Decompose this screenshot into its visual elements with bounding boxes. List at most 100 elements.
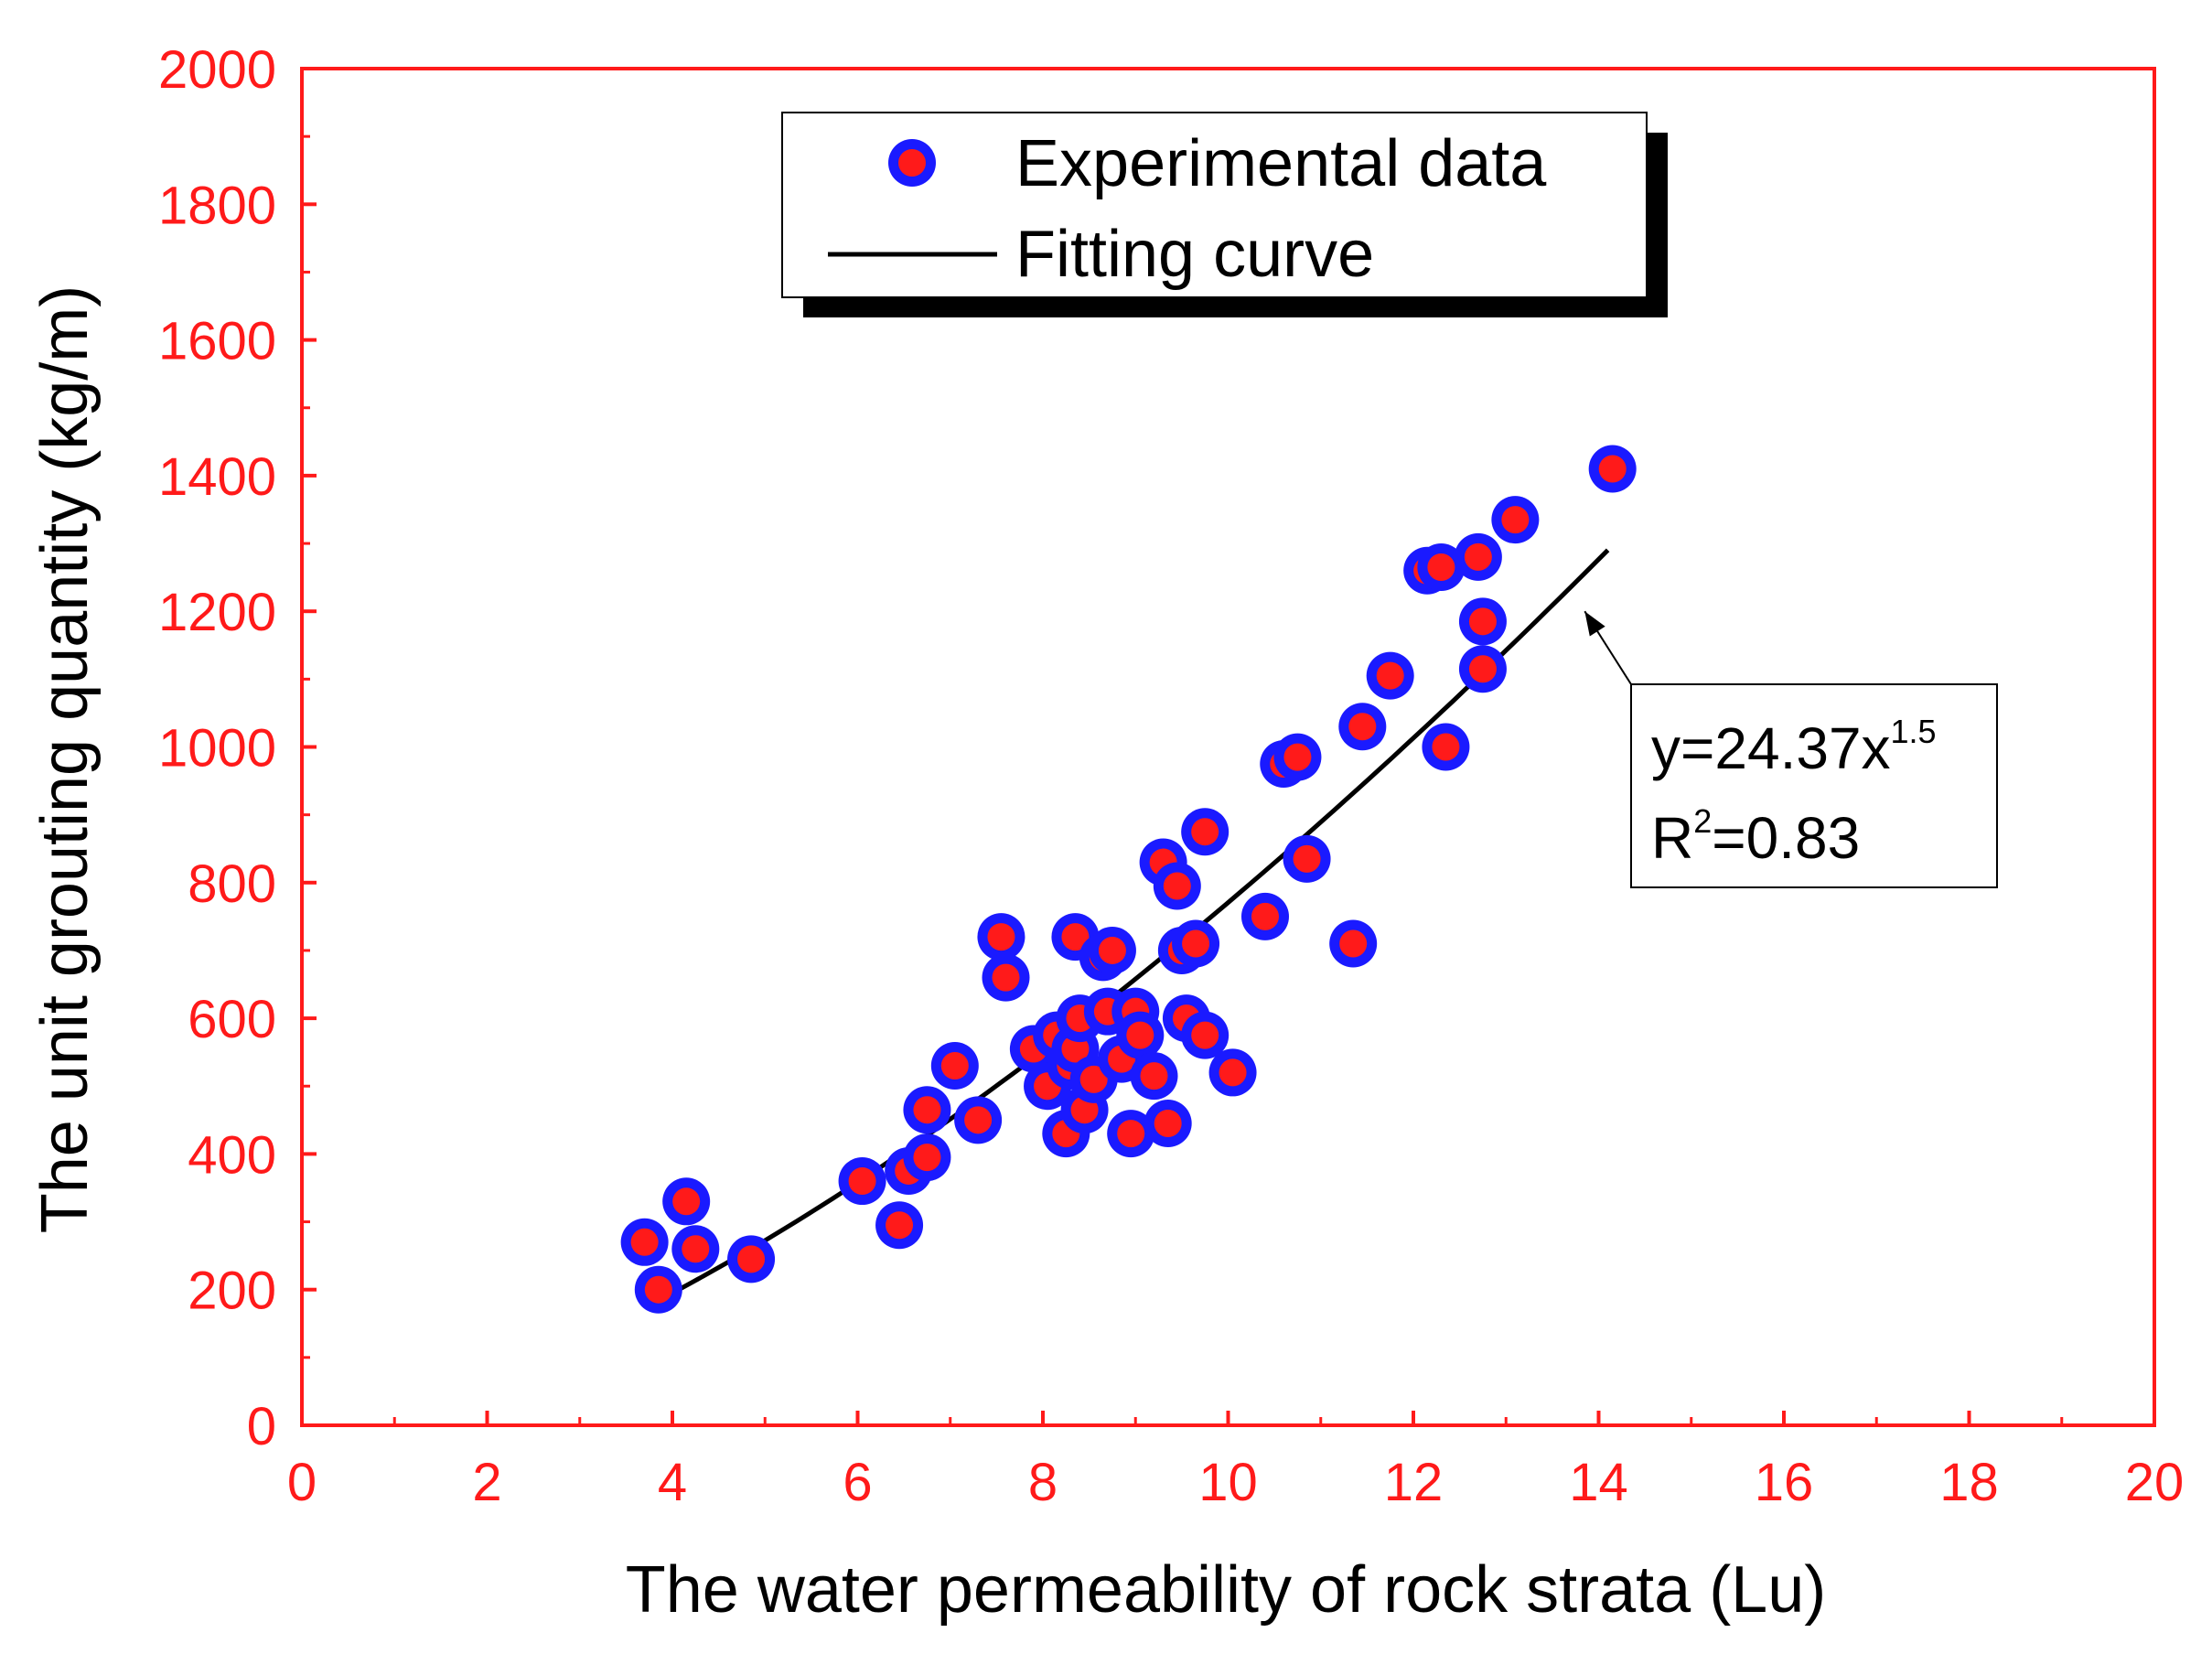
data-point: [1116, 1011, 1165, 1059]
annotation-arrow-head: [1584, 611, 1605, 637]
data-point-inner: [1427, 553, 1455, 582]
data-point: [1491, 496, 1540, 544]
y-tick-label: 0: [247, 1397, 276, 1456]
x-tick-label: 14: [1569, 1453, 1628, 1512]
data-point-inner: [1348, 713, 1377, 741]
data-point-inner: [1293, 844, 1321, 873]
legend-label-scatter: Experimental data: [1015, 127, 1547, 200]
data-point-inner: [1070, 1096, 1099, 1124]
data-point-inner: [886, 1211, 914, 1240]
equation-box: [1630, 683, 1998, 888]
data-point-inner: [1464, 542, 1492, 571]
data-point: [1273, 733, 1322, 781]
data-point: [1208, 1048, 1257, 1097]
data-point: [1107, 1110, 1155, 1158]
data-point-inner: [987, 923, 1015, 951]
data-point-inner: [1283, 743, 1312, 771]
y-tick-label: 1200: [158, 583, 276, 642]
data-point: [1283, 834, 1331, 883]
y-tick-label: 1000: [158, 719, 276, 779]
data-point: [1458, 645, 1507, 693]
data-point-inner: [848, 1167, 876, 1196]
data-point: [930, 1042, 979, 1090]
r-squared-value: =0.83: [1712, 805, 1860, 871]
r-squared-text: R2=0.83: [1651, 802, 1860, 871]
x-tick-label: 4: [658, 1453, 687, 1512]
x-tick-label: 18: [1939, 1453, 1999, 1512]
data-point: [977, 913, 1025, 961]
data-point-inner: [1251, 902, 1279, 930]
data-point-inner: [1154, 1110, 1182, 1138]
data-point-inner: [672, 1187, 701, 1216]
r-squared-prefix: R: [1651, 805, 1693, 871]
data-point: [671, 1225, 720, 1273]
data-point-inner: [737, 1245, 766, 1273]
y-axis-ticks: 0 200 400 600 800 1000 1200 1400 1600 1800 2000: [158, 40, 317, 1456]
data-point: [1181, 808, 1229, 856]
data-point-inner: [1468, 607, 1497, 636]
data-point: [727, 1235, 776, 1283]
legend-marker-inner: [898, 149, 926, 177]
data-point: [1172, 919, 1220, 968]
data-point-inner: [1140, 1062, 1168, 1090]
legend: Experimental data Fitting curve: [781, 112, 1668, 317]
y-tick-label: 2000: [158, 40, 276, 100]
data-point-inner: [1219, 1058, 1247, 1087]
data-point-inner: [913, 1144, 941, 1172]
equation-annotation: y=24.37x1.5 R2=0.83: [1584, 610, 1998, 888]
data-point: [1422, 723, 1470, 771]
y-tick-label: 800: [188, 854, 276, 914]
data-point-inner: [1501, 506, 1530, 534]
y-tick-label: 600: [188, 990, 276, 1049]
data-point: [1417, 543, 1466, 592]
data-point-inner: [1163, 872, 1191, 900]
data-points-layer: [620, 445, 1637, 1314]
data-point-inner: [682, 1235, 710, 1263]
data-point-inner: [992, 963, 1020, 992]
data-point-inner: [1126, 1021, 1154, 1049]
data-point-inner: [630, 1228, 659, 1256]
fit-curve: [652, 548, 1610, 1305]
x-tick-label: 10: [1198, 1453, 1258, 1512]
data-point: [838, 1157, 886, 1206]
data-point-inner: [1117, 1120, 1145, 1148]
data-point-inner: [1432, 733, 1460, 761]
legend-label-line: Fitting curve: [1015, 218, 1374, 291]
data-point-inner: [1468, 655, 1497, 683]
x-axis-ticks: 0 2 4 6 8 10 12 14 16 18 20: [287, 1411, 2184, 1512]
data-point-inner: [1061, 923, 1090, 951]
data-point: [1366, 651, 1414, 700]
data-point-inner: [1098, 936, 1126, 964]
x-tick-label: 16: [1755, 1453, 1814, 1512]
data-point: [1329, 919, 1378, 968]
data-point-inner: [1182, 929, 1210, 958]
data-point-inner: [913, 1096, 941, 1124]
data-point: [1181, 1011, 1229, 1059]
data-point: [620, 1218, 669, 1266]
data-point: [903, 1086, 951, 1134]
x-tick-label: 20: [2125, 1453, 2185, 1512]
data-point: [1144, 1100, 1192, 1148]
data-point: [634, 1265, 682, 1314]
x-tick-label: 8: [1028, 1453, 1058, 1512]
x-tick-label: 0: [287, 1453, 317, 1512]
data-point: [903, 1133, 951, 1182]
data-point: [1241, 892, 1289, 940]
equation-exponent: 1.5: [1891, 713, 1937, 750]
r-squared-superscript: 2: [1693, 802, 1712, 840]
data-point-inner: [1079, 1065, 1108, 1093]
equation-prefix: y=24.37x: [1651, 715, 1891, 781]
data-point: [1088, 926, 1136, 974]
data-point-inner: [1191, 818, 1219, 846]
y-tick-label: 1400: [158, 447, 276, 507]
legend-box: [781, 112, 1648, 298]
data-point-inner: [644, 1275, 672, 1304]
data-point: [1454, 532, 1502, 581]
data-point: [1458, 597, 1507, 646]
fit-curve-layer: [652, 548, 1610, 1305]
data-point-inner: [964, 1106, 993, 1134]
data-point: [1588, 445, 1637, 493]
y-tick-label: 400: [188, 1125, 276, 1185]
data-point: [662, 1177, 711, 1226]
